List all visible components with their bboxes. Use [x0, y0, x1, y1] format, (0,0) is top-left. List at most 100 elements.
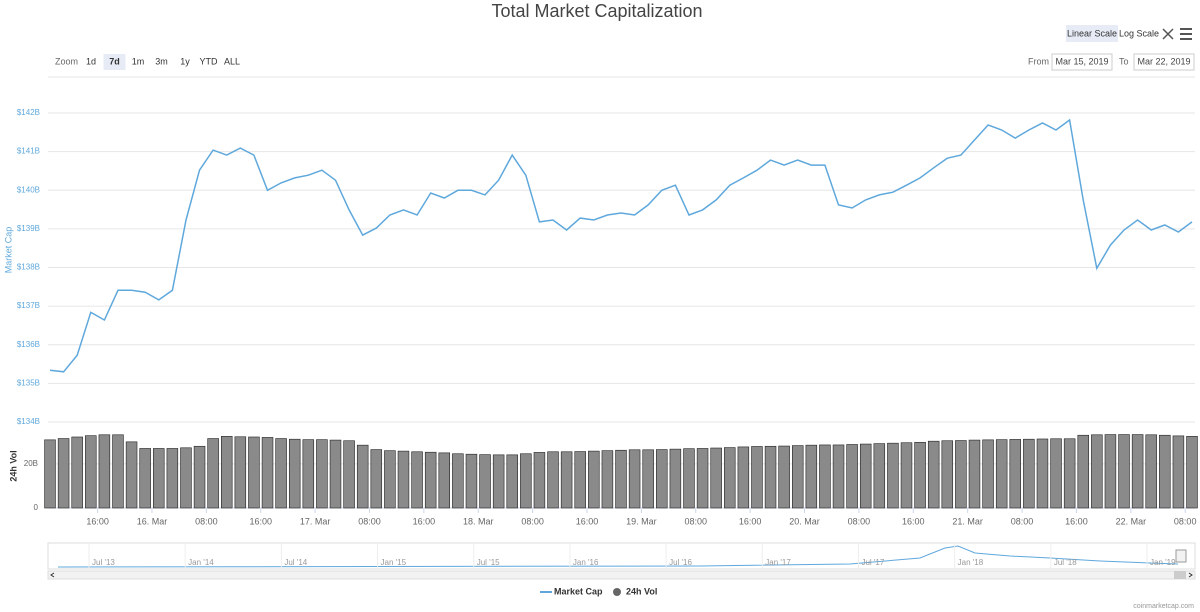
- from-date[interactable]: Mar 15, 2019: [1055, 56, 1108, 66]
- volume-bar: [1172, 435, 1185, 509]
- volume-bar: [1159, 434, 1171, 509]
- volume-bar: [805, 444, 818, 509]
- volume-bar: [601, 450, 614, 509]
- zoom-button[interactable]: 1d: [86, 56, 96, 66]
- button-label: ALL: [224, 56, 240, 66]
- from-label: From: [1028, 56, 1049, 66]
- volume-bar: [724, 447, 736, 509]
- legend-label: 24h Vol: [626, 586, 657, 596]
- volume-bar: [710, 447, 722, 509]
- lines: [49, 118, 1193, 373]
- volume-bar: [696, 448, 709, 509]
- to-label: To: [1119, 56, 1129, 66]
- volume-bar: [112, 434, 124, 509]
- labels: $134B $135B $136B $137B $138B $139B $140B $141B…: [17, 108, 1197, 526]
- volume-bar: [193, 445, 206, 509]
- volume-bar: [234, 436, 247, 509]
- linear-scale-button[interactable]: Linear Scale: [1066, 25, 1118, 42]
- navigator-label: Jul '16: [669, 558, 692, 567]
- volume-bar: [329, 439, 342, 509]
- zoom-button[interactable]: 7d: [103, 54, 126, 70]
- scrollbar[interactable]: [47, 570, 1196, 580]
- volume-bar: [887, 442, 899, 509]
- y-tick-label: $142B: [17, 108, 40, 117]
- legend: Market Cap 24h Vol: [540, 586, 657, 596]
- volume-bar: [927, 440, 940, 509]
- volume-bar: [452, 453, 464, 509]
- y-tick-label: $134B: [17, 417, 40, 426]
- x-tick-label: 17. Mar: [300, 516, 331, 526]
- volume-bar: [683, 448, 695, 509]
- legend-item[interactable]: 24h Vol: [613, 586, 657, 596]
- navigator-label: Jan '19: [1150, 558, 1176, 567]
- volume-bar: [778, 445, 790, 509]
- zoom-button[interactable]: 1m: [132, 56, 145, 66]
- volume-bar: [1063, 438, 1076, 509]
- zoom-button[interactable]: 3m: [155, 56, 168, 66]
- y-tick-label: $137B: [17, 301, 40, 310]
- x-tick-label: 16. Mar: [137, 516, 168, 526]
- volume-bar: [261, 437, 274, 509]
- x-tick-label: 08:00: [195, 516, 218, 526]
- button-label: 1d: [86, 56, 96, 66]
- navigator-label: Jul '17: [861, 558, 884, 567]
- y-tick-label: $138B: [17, 263, 40, 272]
- menu-icon[interactable]: [1180, 28, 1192, 40]
- y-tick-label: $136B: [17, 340, 40, 349]
- zoom-button[interactable]: YTD: [200, 56, 219, 66]
- navigator-label: Jul '13: [92, 558, 115, 567]
- volume-bar: [900, 442, 913, 509]
- volume-bar: [316, 439, 328, 509]
- zoom-button[interactable]: ALL: [224, 56, 240, 66]
- volume-bar: [1036, 438, 1049, 509]
- navigator-handle[interactable]: [1175, 549, 1187, 563]
- y-tick-label: $141B: [17, 147, 40, 156]
- zoom-button[interactable]: 1y: [180, 56, 190, 66]
- volume-bar: [1186, 436, 1198, 509]
- volume-bar: [846, 444, 858, 509]
- scroll-arrows[interactable]: [50, 572, 1193, 578]
- scrollbar-thumb[interactable]: [1174, 571, 1186, 579]
- volume-bar: [819, 444, 831, 509]
- volume-bar: [1104, 434, 1117, 509]
- zoom-label: Zoom: [55, 56, 78, 66]
- credit: coinmarketcap.com: [1133, 603, 1194, 610]
- volume-bar: [397, 450, 410, 509]
- volume-bar: [751, 446, 763, 509]
- navigator-label: Jul '18: [1054, 558, 1077, 567]
- y-tick-label: $135B: [17, 378, 40, 387]
- volume-bar: [669, 448, 682, 509]
- navigator-labels: Jul '13 Jan '14 Jul '14 Jan '15 Jul '15 Jan '…: [88, 543, 1176, 569]
- line-series: [49, 118, 1193, 373]
- volume-bar: [1077, 434, 1089, 509]
- button-label: 3m: [155, 56, 168, 66]
- volume-bar: [288, 438, 301, 509]
- log-scale-button[interactable]: Log Scale: [1119, 28, 1159, 38]
- y2-tick-label: 0: [34, 503, 39, 512]
- volume-bar: [955, 440, 967, 509]
- volume-bar: [941, 440, 954, 509]
- y-tick-label: $140B: [17, 185, 40, 194]
- x-tick-label: 08:00: [358, 516, 381, 526]
- x-tick-label: 08:00: [848, 516, 871, 526]
- volume-bar: [465, 453, 478, 509]
- volume-bar: [656, 449, 668, 509]
- volume-bar: [139, 448, 151, 509]
- volume-bar: [153, 448, 165, 509]
- volume-bar: [275, 438, 287, 509]
- x-tick-label: 16:00: [739, 516, 762, 526]
- volume-bar: [411, 451, 423, 509]
- volume-bar: [343, 440, 355, 509]
- volume-bars: [44, 434, 1198, 509]
- to-input-box[interactable]: [1133, 53, 1195, 71]
- from-input-box[interactable]: [1051, 53, 1113, 71]
- to-date[interactable]: Mar 22, 2019: [1137, 56, 1190, 66]
- legend-item[interactable]: Market Cap: [540, 586, 603, 596]
- volume-bar: [574, 451, 586, 509]
- x-tick-label: 16:00: [902, 516, 925, 526]
- fullscreen-icon[interactable]: [1162, 28, 1174, 40]
- volume-bar: [520, 453, 532, 509]
- volume-bar: [642, 449, 654, 509]
- volume-bar: [588, 450, 600, 509]
